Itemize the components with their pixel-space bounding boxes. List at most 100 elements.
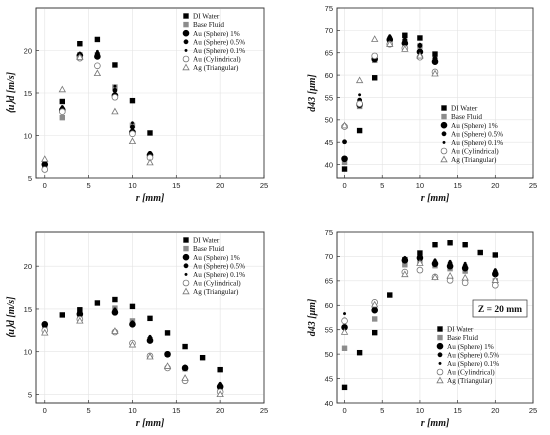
data-point: [94, 36, 101, 43]
y-axis-label: d43 [μm]: [307, 74, 318, 112]
data-point: [341, 345, 348, 351]
x-tick-label: 10: [416, 181, 424, 190]
legend-label: Base Fluid: [451, 113, 482, 121]
data-point: [129, 130, 136, 138]
data-point: [163, 362, 172, 369]
legend-label: Au (Sphere) 1%: [193, 254, 240, 262]
data-point: [433, 258, 437, 262]
chart-panel-3: 0 5 10 15 20 25 5 10 15 20 r [mm] ⟨u⟩d [m/s] DI Wate…: [6, 231, 268, 429]
legend-label: Ag (Triangular): [451, 156, 497, 164]
data-point: [76, 316, 84, 324]
legend-marker: [436, 368, 444, 376]
plot-area: [336, 231, 534, 404]
legend-label: Ag (Triangular): [193, 288, 239, 296]
y-tick-label: 5: [28, 390, 32, 399]
legend-label: Au (Sphere) 0.1%: [447, 360, 499, 368]
data-point: [128, 137, 137, 145]
y-tick-label: 20: [24, 46, 32, 55]
y-tick-label: 75: [325, 4, 333, 13]
series-ag-triangular-: [340, 35, 439, 129]
x-axis-label: r [mm]: [136, 193, 165, 204]
legend-marker: [182, 287, 190, 295]
data-point: [341, 166, 348, 172]
data-point: [112, 62, 118, 68]
y-axis-label: ⟨u⟩d [m/s]: [6, 296, 17, 339]
legend-label: Base Fluid: [193, 245, 224, 253]
x-tick-label: 5: [380, 406, 384, 415]
data-point: [416, 51, 424, 59]
legend-marker: [183, 13, 189, 19]
chart-panel-1: 0 5 10 15 20 25 5 10 15 20 r [mm] ⟨u⟩d [m/s] DI Wate…: [6, 7, 268, 204]
x-tick-label: 5: [87, 406, 91, 415]
legend-marker: [182, 55, 190, 63]
data-point: [146, 352, 154, 360]
legend-marker: [182, 29, 190, 37]
legend-marker: [442, 140, 446, 144]
legend-label: Au (Cylindrical): [193, 280, 241, 288]
data-point: [403, 255, 407, 259]
data-point: [58, 85, 66, 93]
data-point: [112, 88, 118, 93]
legend-label: Au (Cylindrical): [451, 148, 499, 156]
data-point: [371, 75, 378, 81]
data-point: [59, 108, 66, 115]
data-point: [166, 351, 170, 355]
data-point: [59, 312, 66, 318]
data-point: [59, 98, 66, 105]
legend-marker: [184, 48, 188, 52]
data-point: [403, 36, 407, 40]
data-point: [342, 139, 347, 145]
y-tick-label: 45: [325, 374, 333, 383]
y-tick-label: 70: [325, 252, 333, 261]
data-point: [388, 34, 392, 38]
data-point: [77, 40, 83, 47]
legend-label: DI Water: [451, 105, 478, 113]
data-point: [431, 69, 439, 77]
legend-label: DI Water: [193, 237, 220, 245]
x-tick-label: 10: [416, 406, 424, 415]
legend-marker: [184, 272, 188, 276]
legend-label: Au (Sphere) 0.5%: [193, 38, 245, 46]
x-axis-label: r [mm]: [421, 418, 450, 429]
x-tick-label: 0: [342, 181, 346, 190]
data-point: [343, 312, 347, 316]
data-point: [129, 97, 136, 104]
series-ag-triangular-: [340, 259, 499, 335]
data-point: [128, 340, 137, 348]
data-point: [183, 364, 187, 368]
legend-label: Ag (Triangular): [447, 377, 493, 385]
data-point: [147, 315, 153, 322]
data-point: [130, 124, 135, 130]
data-point: [431, 273, 439, 281]
data-point: [93, 69, 102, 77]
legend-label: Au (Sphere) 0.1%: [193, 271, 245, 279]
x-tick-label: 20: [216, 181, 224, 190]
plot-frame: [336, 231, 534, 404]
x-tick-label: 10: [128, 181, 136, 190]
data-point: [146, 158, 154, 166]
data-point: [493, 268, 497, 272]
data-point: [355, 76, 364, 84]
y-tick-label: 40: [325, 160, 333, 169]
legend-marker: [437, 326, 443, 332]
x-axis-label: r [mm]: [136, 418, 165, 429]
y-tick-label: 65: [325, 277, 333, 286]
legend-label: Base Fluid: [447, 334, 478, 342]
data-point: [41, 155, 49, 162]
data-point: [199, 354, 206, 361]
chart-panel-4: 0 5 10 15 20 25 40 45 50 55 60 65 70 75 r [mm] d43 [μm]…: [307, 228, 537, 429]
legend-marker: [183, 245, 189, 252]
data-point: [461, 279, 469, 287]
y-tick-label: 75: [325, 228, 333, 237]
data-point: [95, 49, 99, 53]
data-point: [432, 242, 438, 248]
data-point: [401, 45, 409, 52]
y-tick-label: 50: [325, 116, 333, 125]
y-tick-label: 50: [325, 350, 333, 359]
y-tick-label: 5: [28, 174, 32, 183]
plot-frame: [35, 231, 265, 404]
data-point: [371, 329, 378, 336]
data-point: [130, 320, 134, 324]
